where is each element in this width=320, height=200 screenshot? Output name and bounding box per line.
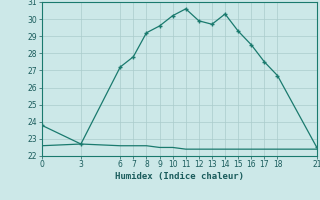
X-axis label: Humidex (Indice chaleur): Humidex (Indice chaleur) <box>115 172 244 181</box>
